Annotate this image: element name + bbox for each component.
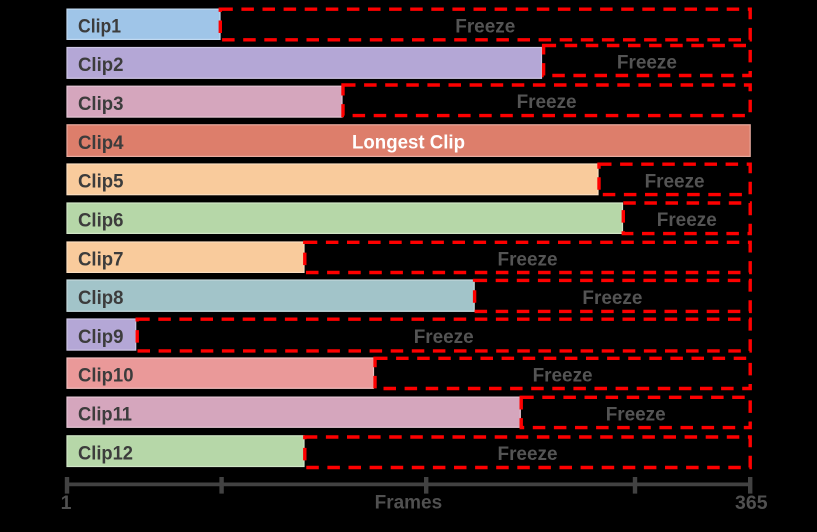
svg-text:Freeze: Freeze [657, 209, 717, 231]
svg-text:Clip8: Clip8 [78, 287, 124, 309]
svg-text:Clip12: Clip12 [78, 442, 133, 464]
svg-text:Freeze: Freeze [582, 287, 642, 309]
svg-text:Clip7: Clip7 [78, 248, 124, 270]
svg-text:1: 1 [61, 492, 72, 514]
svg-text:Clip2: Clip2 [78, 54, 124, 76]
svg-text:Clip3: Clip3 [78, 93, 124, 115]
svg-text:Clip10: Clip10 [78, 364, 134, 386]
svg-text:Freeze: Freeze [455, 15, 515, 37]
svg-text:Freeze: Freeze [498, 248, 558, 270]
svg-text:Clip4: Clip4 [78, 132, 124, 154]
svg-text:Clip1: Clip1 [78, 15, 121, 37]
svg-text:Clip11: Clip11 [78, 403, 132, 425]
svg-text:Clip5: Clip5 [78, 171, 124, 193]
svg-text:365: 365 [735, 492, 768, 514]
svg-text:Freeze: Freeze [533, 364, 593, 386]
svg-text:Clip9: Clip9 [78, 326, 124, 348]
svg-text:Freeze: Freeze [617, 51, 677, 73]
svg-text:Freeze: Freeze [517, 91, 577, 113]
svg-text:Longest Clip: Longest Clip [352, 132, 465, 154]
svg-text:Frames: Frames [375, 491, 443, 513]
svg-text:Clip6: Clip6 [78, 209, 124, 231]
svg-text:Freeze: Freeze [606, 403, 666, 425]
svg-text:Freeze: Freeze [498, 443, 558, 465]
svg-text:Freeze: Freeze [645, 170, 705, 192]
svg-text:Freeze: Freeze [414, 326, 474, 348]
